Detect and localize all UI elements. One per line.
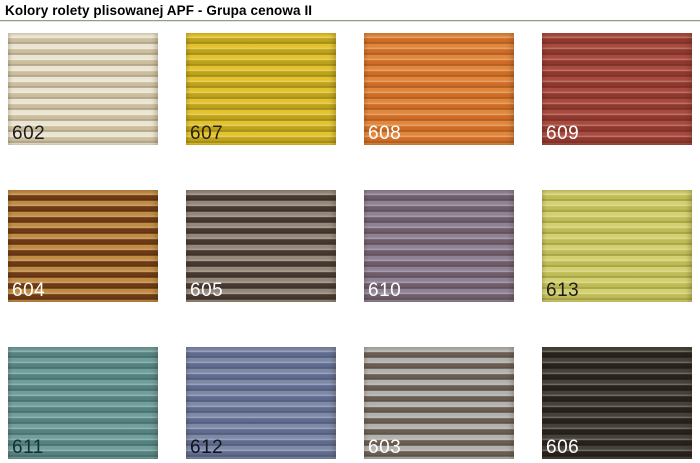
- pleated-color-swatch-611: 611: [8, 347, 158, 459]
- swatch-code-label: 607: [190, 123, 224, 144]
- pleated-color-swatch-609: 609: [542, 33, 692, 145]
- pleated-color-swatch-605: 605: [186, 190, 336, 302]
- swatch-code-label: 604: [12, 280, 46, 301]
- swatch-code-label: 609: [546, 123, 580, 144]
- swatch-grid: 602 607 608 609 604 605 610 613 611 612 …: [8, 33, 700, 459]
- pleated-color-swatch-612: 612: [186, 347, 336, 459]
- pleated-color-swatch-606: 606: [542, 347, 692, 459]
- pleated-color-swatch-602: 602: [8, 33, 158, 145]
- swatch-code-label: 606: [546, 437, 580, 458]
- swatch-code-label: 608: [368, 123, 402, 144]
- swatch-code-label: 611: [12, 437, 44, 458]
- swatch-code-label: 610: [368, 280, 402, 301]
- pleated-color-swatch-604: 604: [8, 190, 158, 302]
- pleated-color-swatch-603: 603: [364, 347, 514, 459]
- pleated-color-swatch-607: 607: [186, 33, 336, 145]
- swatch-code-label: 602: [12, 123, 46, 144]
- title-divider: [0, 20, 700, 22]
- swatch-code-label: 612: [190, 437, 224, 458]
- page-title: Kolory rolety plisowanej APF - Grupa cen…: [5, 3, 313, 18]
- swatch-code-label: 613: [546, 280, 580, 301]
- swatch-code-label: 605: [190, 280, 224, 301]
- pleated-color-swatch-608: 608: [364, 33, 514, 145]
- pleated-color-swatch-610: 610: [364, 190, 514, 302]
- pleated-color-swatch-613: 613: [542, 190, 692, 302]
- swatch-code-label: 603: [368, 437, 402, 458]
